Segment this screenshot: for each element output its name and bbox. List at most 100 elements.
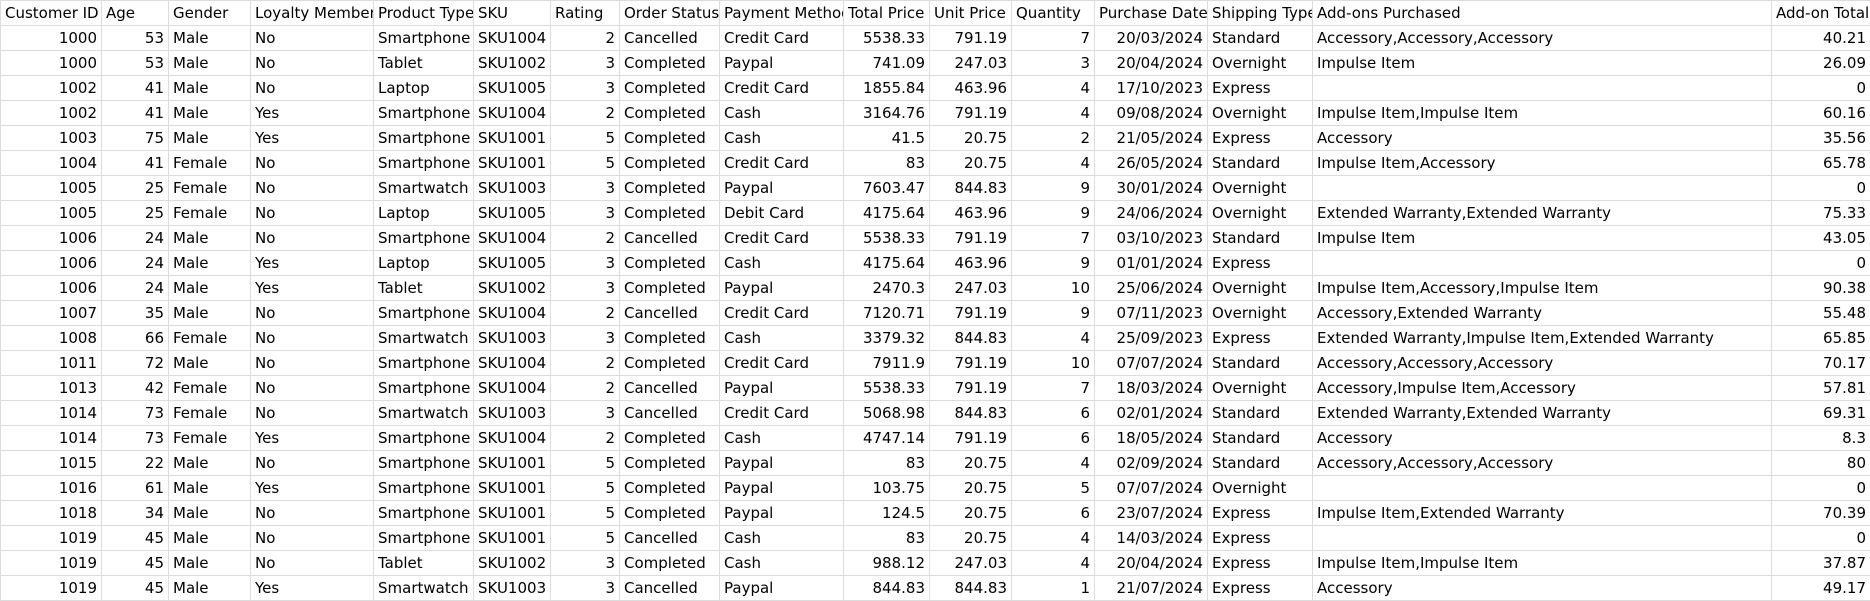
- cell-payment-method[interactable]: Credit Card: [719, 225, 844, 251]
- cell-sku[interactable]: SKU1005: [473, 200, 551, 226]
- cell-rating[interactable]: 5: [550, 125, 620, 151]
- cell-age[interactable]: 75: [101, 125, 169, 151]
- cell-total-price[interactable]: 83: [843, 450, 930, 476]
- cell-product-type[interactable]: Smartphone: [373, 25, 474, 51]
- cell-product-type[interactable]: Laptop: [373, 250, 474, 276]
- cell-product-type[interactable]: Smartphone: [373, 125, 474, 151]
- cell-product-type[interactable]: Smartwatch: [373, 575, 474, 601]
- cell-gender[interactable]: Female: [168, 325, 251, 351]
- cell-gender[interactable]: Male: [168, 125, 251, 151]
- cell-rating[interactable]: 3: [550, 75, 620, 101]
- cell-purchase-date[interactable]: 03/10/2023: [1094, 225, 1208, 251]
- cell-shipping-type[interactable]: Standard: [1207, 150, 1313, 176]
- cell-quantity[interactable]: 9: [1011, 175, 1095, 201]
- cell-product-type[interactable]: Laptop: [373, 75, 474, 101]
- cell-customer-id[interactable]: 1000: [0, 50, 102, 76]
- cell-loyalty-member[interactable]: Yes: [250, 575, 374, 601]
- cell-payment-method[interactable]: Credit Card: [719, 400, 844, 426]
- cell-total-price[interactable]: 741.09: [843, 50, 930, 76]
- cell-sku[interactable]: SKU1003: [473, 575, 551, 601]
- cell-gender[interactable]: Male: [168, 75, 251, 101]
- cell-sku[interactable]: SKU1003: [473, 175, 551, 201]
- cell-add-ons-purchased[interactable]: Accessory,Accessory,Accessory: [1312, 350, 1772, 376]
- cell-product-type[interactable]: Smartphone: [373, 500, 474, 526]
- cell-purchase-date[interactable]: 02/09/2024: [1094, 450, 1208, 476]
- cell-customer-id[interactable]: 1008: [0, 325, 102, 351]
- cell-purchase-date[interactable]: 20/04/2024: [1094, 50, 1208, 76]
- cell-rating[interactable]: 2: [550, 300, 620, 326]
- cell-shipping-type[interactable]: Overnight: [1207, 50, 1313, 76]
- cell-order-status[interactable]: Completed: [619, 175, 720, 201]
- cell-rating[interactable]: 3: [550, 200, 620, 226]
- cell-loyalty-member[interactable]: No: [250, 175, 374, 201]
- cell-unit-price[interactable]: 791.19: [929, 100, 1012, 126]
- cell-sku[interactable]: SKU1004: [473, 225, 551, 251]
- column-header-quantity[interactable]: Quantity: [1011, 0, 1095, 26]
- cell-quantity[interactable]: 4: [1011, 550, 1095, 576]
- cell-purchase-date[interactable]: 24/06/2024: [1094, 200, 1208, 226]
- cell-shipping-type[interactable]: Standard: [1207, 225, 1313, 251]
- cell-rating[interactable]: 3: [550, 175, 620, 201]
- cell-add-ons-purchased[interactable]: Extended Warranty,Extended Warranty: [1312, 400, 1772, 426]
- cell-age[interactable]: 24: [101, 275, 169, 301]
- cell-total-price[interactable]: 41.5: [843, 125, 930, 151]
- cell-add-ons-purchased[interactable]: [1312, 475, 1772, 501]
- cell-quantity[interactable]: 4: [1011, 450, 1095, 476]
- cell-gender[interactable]: Female: [168, 375, 251, 401]
- cell-add-on-total[interactable]: 80: [1771, 450, 1870, 476]
- cell-total-price[interactable]: 3379.32: [843, 325, 930, 351]
- cell-total-price[interactable]: 124.5: [843, 500, 930, 526]
- cell-total-price[interactable]: 83: [843, 525, 930, 551]
- column-header-purchase-date[interactable]: Purchase Date: [1094, 0, 1208, 26]
- cell-customer-id[interactable]: 1004: [0, 150, 102, 176]
- cell-quantity[interactable]: 2: [1011, 125, 1095, 151]
- cell-shipping-type[interactable]: Express: [1207, 125, 1313, 151]
- cell-sku[interactable]: SKU1001: [473, 450, 551, 476]
- cell-total-price[interactable]: 4175.64: [843, 250, 930, 276]
- cell-gender[interactable]: Male: [168, 50, 251, 76]
- cell-product-type[interactable]: Smartphone: [373, 350, 474, 376]
- cell-rating[interactable]: 2: [550, 350, 620, 376]
- cell-rating[interactable]: 3: [550, 250, 620, 276]
- cell-product-type[interactable]: Smartphone: [373, 475, 474, 501]
- cell-sku[interactable]: SKU1002: [473, 50, 551, 76]
- cell-add-on-total[interactable]: 0: [1771, 475, 1870, 501]
- cell-sku[interactable]: SKU1001: [473, 475, 551, 501]
- cell-shipping-type[interactable]: Overnight: [1207, 100, 1313, 126]
- cell-product-type[interactable]: Smartphone: [373, 100, 474, 126]
- cell-loyalty-member[interactable]: No: [250, 150, 374, 176]
- cell-rating[interactable]: 5: [550, 475, 620, 501]
- cell-order-status[interactable]: Completed: [619, 100, 720, 126]
- cell-order-status[interactable]: Cancelled: [619, 525, 720, 551]
- column-header-order-status[interactable]: Order Status: [619, 0, 720, 26]
- cell-loyalty-member[interactable]: Yes: [250, 125, 374, 151]
- cell-add-on-total[interactable]: 90.38: [1771, 275, 1870, 301]
- cell-order-status[interactable]: Completed: [619, 75, 720, 101]
- column-header-payment-method[interactable]: Payment Method: [719, 0, 844, 26]
- cell-total-price[interactable]: 5068.98: [843, 400, 930, 426]
- cell-age[interactable]: 25: [101, 200, 169, 226]
- cell-add-on-total[interactable]: 49.17: [1771, 575, 1870, 601]
- cell-total-price[interactable]: 5538.33: [843, 375, 930, 401]
- cell-add-ons-purchased[interactable]: Impulse Item: [1312, 50, 1772, 76]
- cell-unit-price[interactable]: 791.19: [929, 350, 1012, 376]
- cell-unit-price[interactable]: 20.75: [929, 475, 1012, 501]
- cell-order-status[interactable]: Cancelled: [619, 25, 720, 51]
- cell-age[interactable]: 73: [101, 400, 169, 426]
- cell-sku[interactable]: SKU1004: [473, 350, 551, 376]
- cell-quantity[interactable]: 6: [1011, 425, 1095, 451]
- cell-order-status[interactable]: Completed: [619, 325, 720, 351]
- cell-order-status[interactable]: Completed: [619, 50, 720, 76]
- cell-quantity[interactable]: 7: [1011, 25, 1095, 51]
- cell-order-status[interactable]: Cancelled: [619, 575, 720, 601]
- cell-customer-id[interactable]: 1014: [0, 425, 102, 451]
- cell-product-type[interactable]: Tablet: [373, 550, 474, 576]
- cell-add-on-total[interactable]: 0: [1771, 250, 1870, 276]
- cell-rating[interactable]: 2: [550, 425, 620, 451]
- cell-payment-method[interactable]: Paypal: [719, 50, 844, 76]
- cell-payment-method[interactable]: Credit Card: [719, 75, 844, 101]
- cell-add-ons-purchased[interactable]: [1312, 175, 1772, 201]
- cell-payment-method[interactable]: Cash: [719, 250, 844, 276]
- cell-shipping-type[interactable]: Express: [1207, 250, 1313, 276]
- cell-add-on-total[interactable]: 70.17: [1771, 350, 1870, 376]
